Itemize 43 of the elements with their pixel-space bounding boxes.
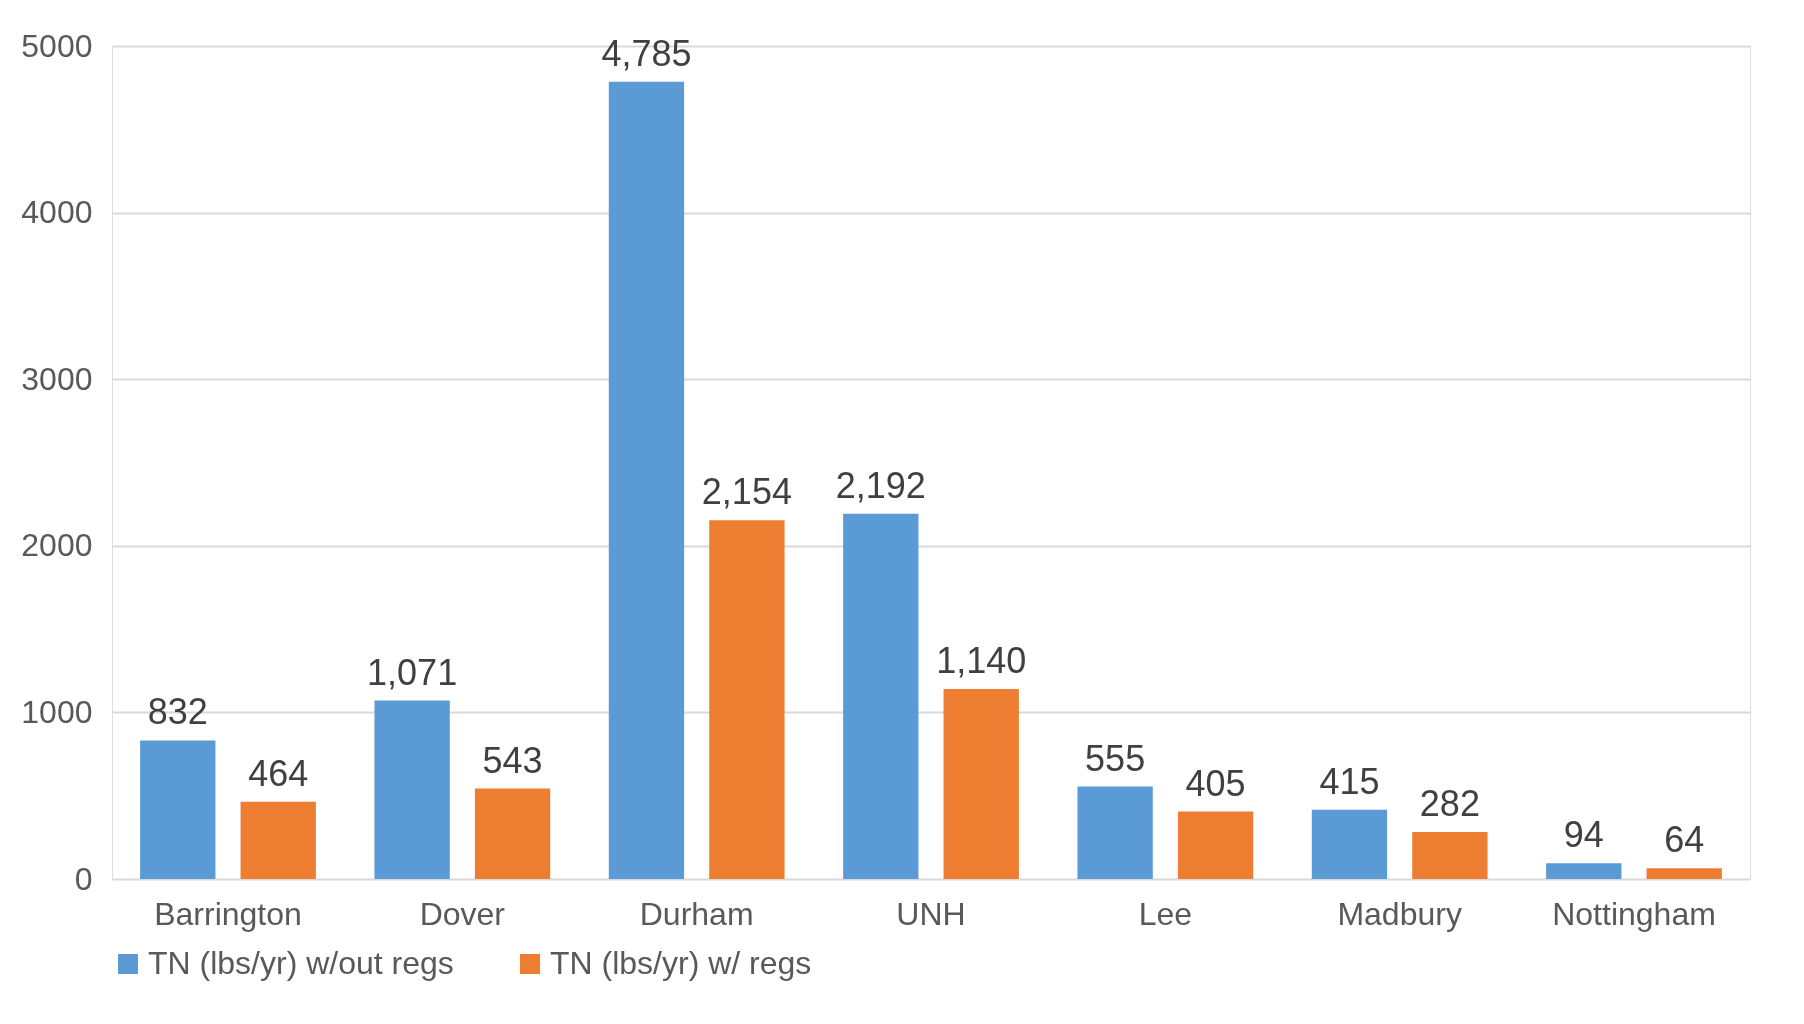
data-label: 1,140 <box>936 640 1027 682</box>
data-label: 64 <box>1664 819 1705 861</box>
x-tick-label: Lee <box>1138 895 1193 932</box>
data-label: 415 <box>1319 760 1380 802</box>
bar <box>1077 786 1153 879</box>
x-tick-label: Nottingham <box>1552 895 1716 932</box>
x-tick-label: Madbury <box>1337 895 1462 932</box>
y-tick-label: 4000 <box>21 194 93 231</box>
bar <box>943 689 1019 879</box>
y-tick-label: 2000 <box>21 527 93 564</box>
bar <box>843 513 919 879</box>
bar <box>1177 811 1254 879</box>
data-label: 2,154 <box>701 471 792 513</box>
data-label: 543 <box>482 739 543 781</box>
y-tick-label: 5000 <box>21 27 93 64</box>
bar <box>1546 863 1622 879</box>
y-tick-label: 3000 <box>21 360 93 397</box>
bar <box>709 520 785 879</box>
data-label: 464 <box>248 752 309 794</box>
data-label: 4,785 <box>601 32 692 74</box>
bar <box>240 801 316 879</box>
data-label: 555 <box>1085 737 1146 779</box>
x-tick-label: Barrington <box>154 895 302 932</box>
data-label: 832 <box>147 691 208 733</box>
x-tick-label: Dover <box>419 895 506 932</box>
data-label: 94 <box>1563 814 1604 856</box>
bar <box>1646 868 1722 879</box>
bar <box>1412 832 1488 879</box>
bar <box>374 700 450 879</box>
bar <box>474 788 551 879</box>
y-tick-label: 0 <box>74 860 93 897</box>
y-tick-label: 1000 <box>21 693 93 730</box>
bar <box>1311 809 1388 879</box>
x-tick-label: UNH <box>896 895 966 932</box>
data-label: 405 <box>1185 762 1246 804</box>
bar <box>608 81 685 879</box>
bar <box>140 740 216 879</box>
x-tick-label: Durham <box>639 895 754 932</box>
legend-label: TN (lbs/yr) w/out regs <box>148 945 454 981</box>
legend-label: TN (lbs/yr) w/ regs <box>550 945 812 981</box>
data-label: 282 <box>1419 783 1480 825</box>
data-label: 2,192 <box>835 464 926 506</box>
data-label: 1,071 <box>367 651 458 693</box>
